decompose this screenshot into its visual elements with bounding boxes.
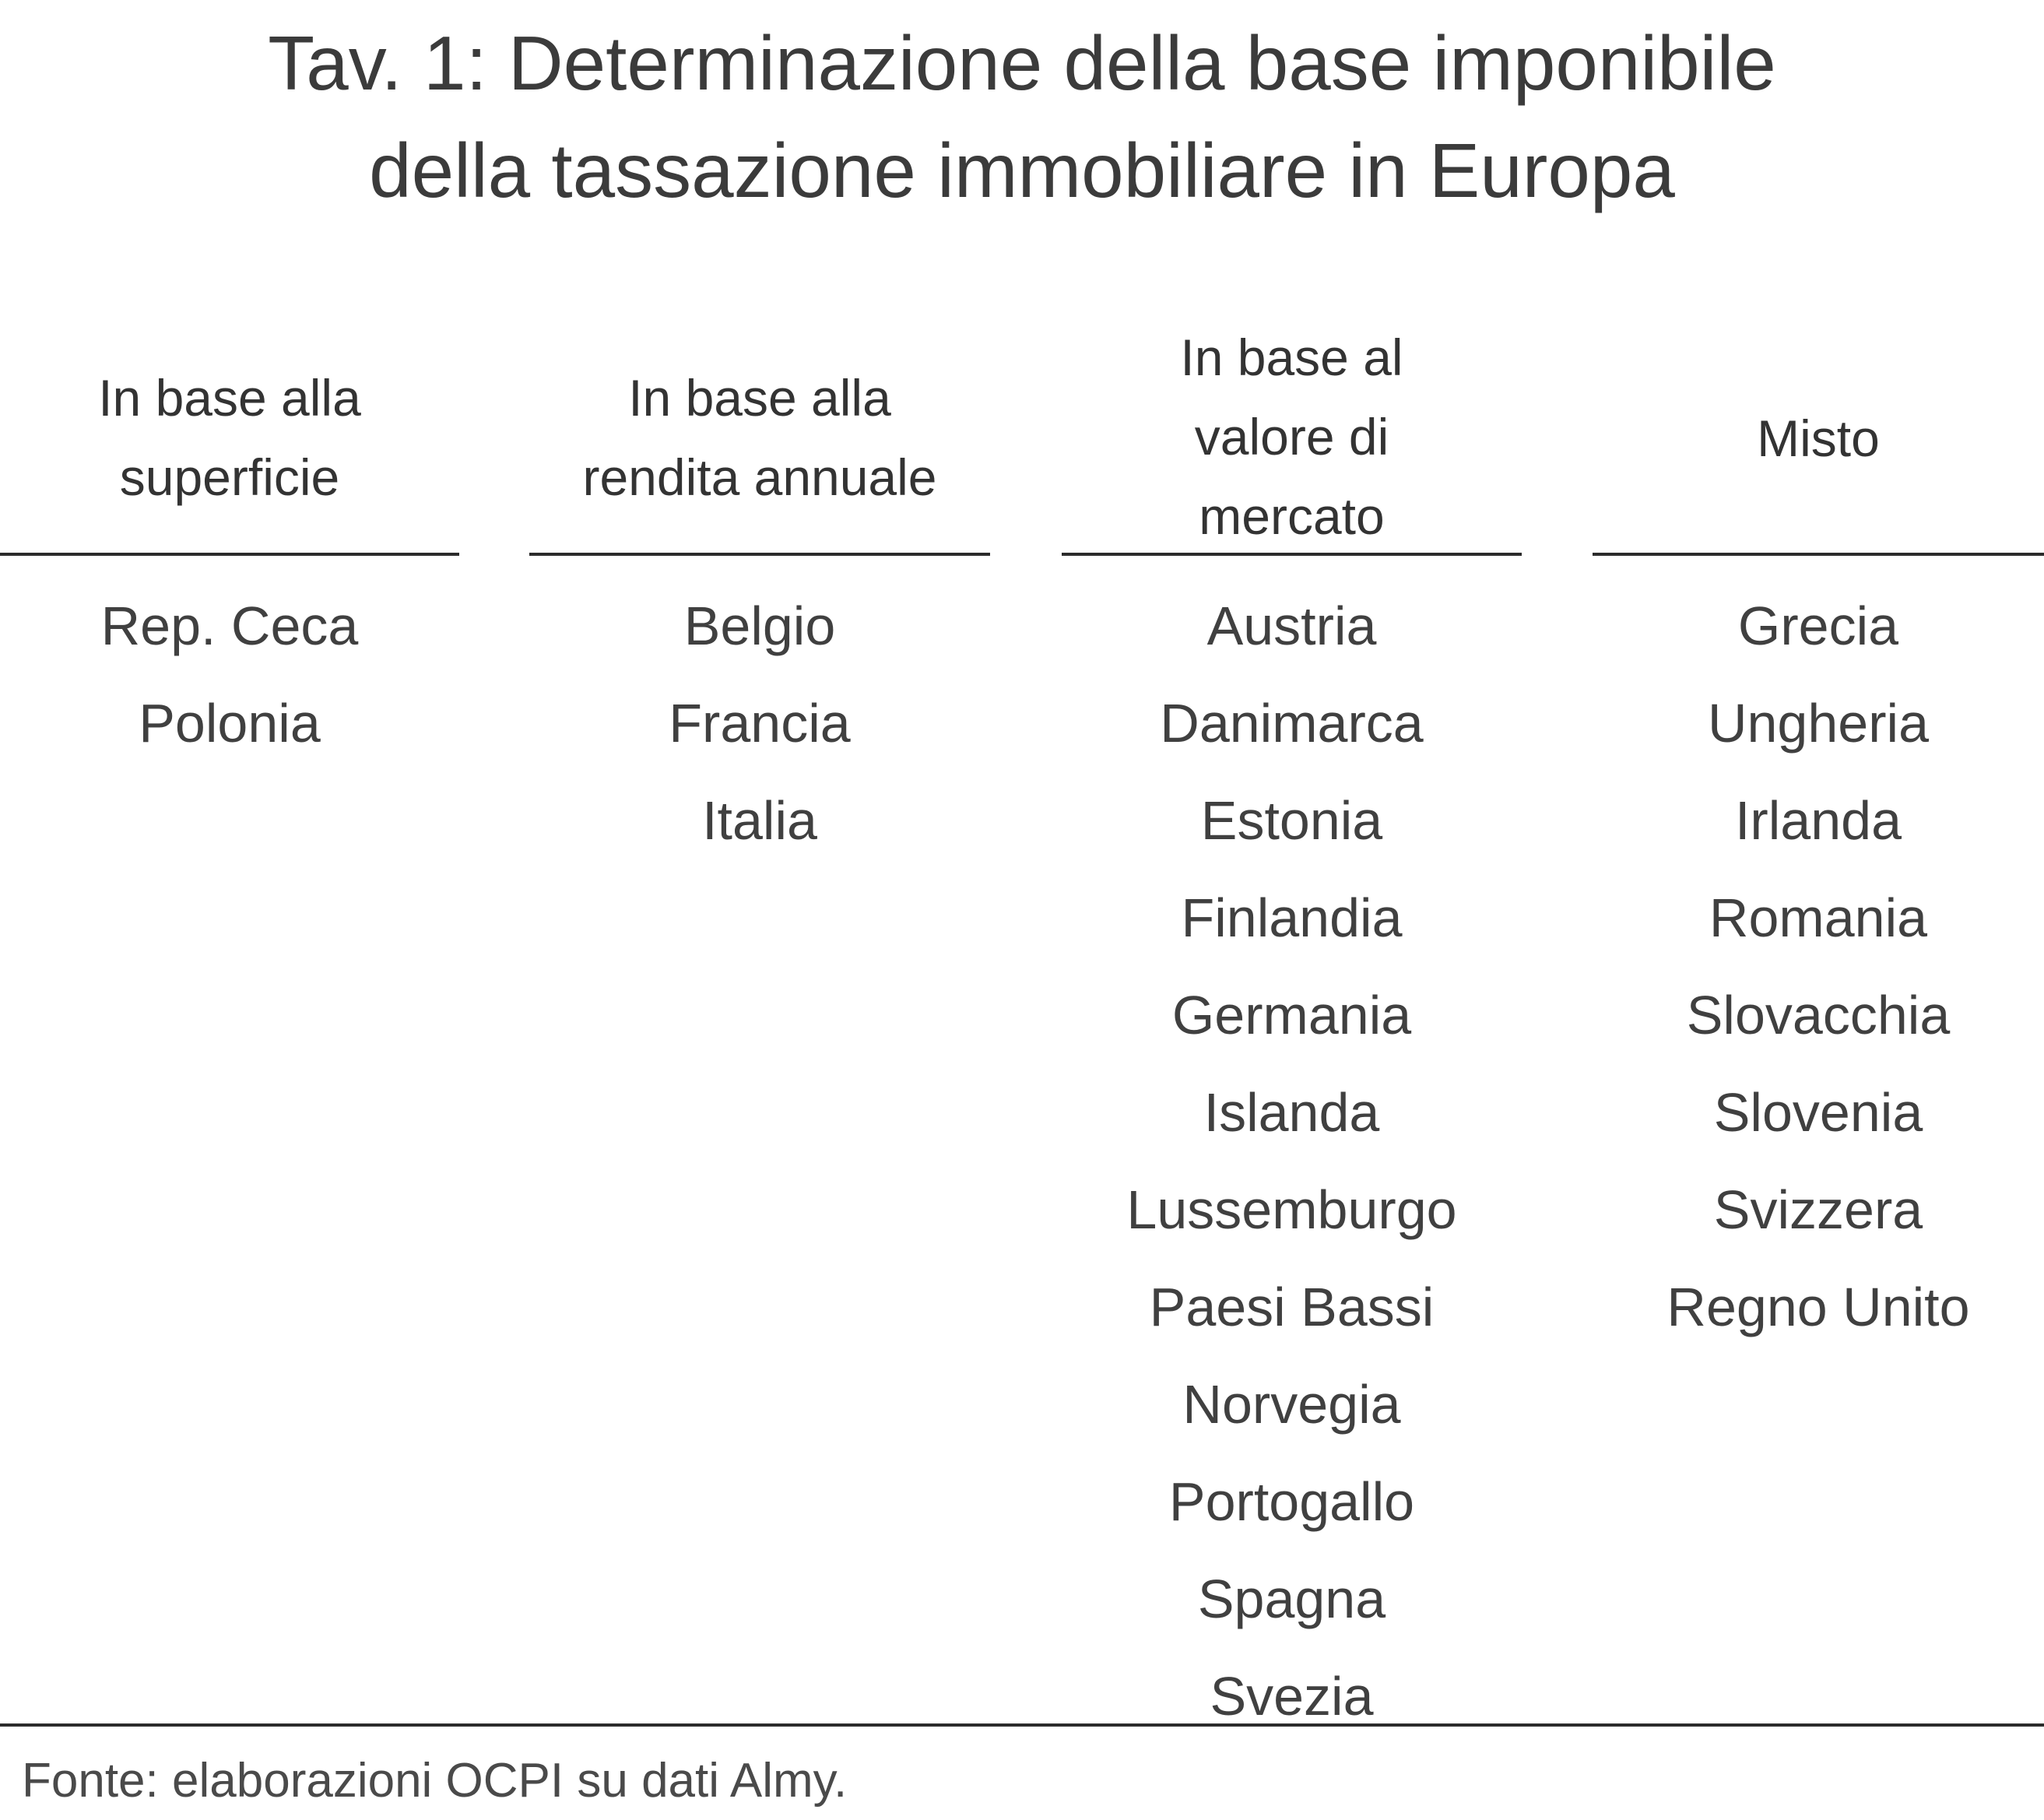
list-item: Romania — [1709, 887, 1928, 948]
list-item: Danimarca — [1160, 693, 1424, 754]
country-list: Austria Danimarca Estonia Finlandia Germ… — [1062, 578, 1522, 1745]
list-item: Spagna — [1197, 1569, 1386, 1629]
list-item: Svezia — [1210, 1666, 1374, 1727]
list-item: Francia — [669, 693, 851, 754]
country-list: Belgio Francia Italia — [529, 578, 990, 870]
column-superficie: In base alla superficie Rep. Ceca Poloni… — [0, 0, 459, 1736]
list-item: Portogallo — [1168, 1471, 1415, 1532]
list-item: Finlandia — [1181, 887, 1403, 948]
column-rendita-annuale: In base alla rendita annuale Belgio Fran… — [529, 0, 990, 1736]
list-item: Germania — [1171, 985, 1412, 1045]
header-divider — [1593, 553, 2044, 556]
list-item: Italia — [702, 790, 817, 851]
column-header-line: Misto — [1757, 409, 1880, 467]
country-list: Grecia Ungheria Irlanda Romania Slovacch… — [1593, 578, 2044, 1356]
list-item: Grecia — [1737, 596, 1899, 656]
column-header: In base alla rendita annuale — [529, 358, 990, 517]
list-item: Estonia — [1200, 790, 1383, 851]
list-item: Ungheria — [1707, 693, 1930, 754]
title-line-1: Tav. 1: Determinazione della base imponi… — [268, 20, 1776, 106]
column-header-line: valore di — [1194, 408, 1389, 466]
country-list: Rep. Ceca Polonia — [0, 578, 459, 772]
column-header-line: superficie — [119, 448, 340, 506]
list-item: Svizzera — [1713, 1179, 1923, 1240]
column-header: In base al valore di mercato — [1062, 318, 1522, 556]
list-item: Irlanda — [1734, 790, 1902, 851]
header-divider — [1062, 553, 1522, 556]
column-header-line: rendita annuale — [582, 448, 937, 506]
column-misto: Misto Grecia Ungheria Irlanda Romania Sl… — [1593, 0, 2044, 1736]
header-divider — [529, 553, 990, 556]
list-item: Regno Unito — [1666, 1277, 1970, 1337]
list-item: Lussemburgo — [1126, 1179, 1457, 1240]
list-item: Polonia — [139, 693, 321, 754]
column-header: In base alla superficie — [0, 358, 459, 517]
source-note: Fonte: elaborazioni OCPI su dati Almy. — [22, 1754, 848, 1808]
list-item: Slovacchia — [1686, 985, 1951, 1045]
list-item: Paesi Bassi — [1149, 1277, 1435, 1337]
table-bottom-divider — [0, 1723, 2044, 1727]
column-header: Misto — [1593, 399, 2044, 478]
column-valore-di-mercato: In base al valore di mercato Austria Dan… — [1062, 0, 1522, 1736]
list-item: Belgio — [683, 596, 836, 656]
table-title: Tav. 1: Determinazione della base imponi… — [0, 9, 2044, 224]
column-header-line: mercato — [1199, 487, 1385, 545]
list-item: Austria — [1206, 596, 1377, 656]
list-item: Rep. Ceca — [100, 596, 359, 656]
column-header-line: In base al — [1180, 329, 1403, 386]
list-item: Islanda — [1203, 1082, 1380, 1143]
title-line-2: della tassazione immobiliare in Europa — [369, 128, 1675, 213]
header-divider — [0, 553, 459, 556]
column-header-line: In base alla — [98, 369, 361, 427]
list-item: Norvegia — [1182, 1374, 1401, 1435]
column-header-line: In base alla — [628, 369, 891, 427]
list-item: Slovenia — [1713, 1082, 1923, 1143]
